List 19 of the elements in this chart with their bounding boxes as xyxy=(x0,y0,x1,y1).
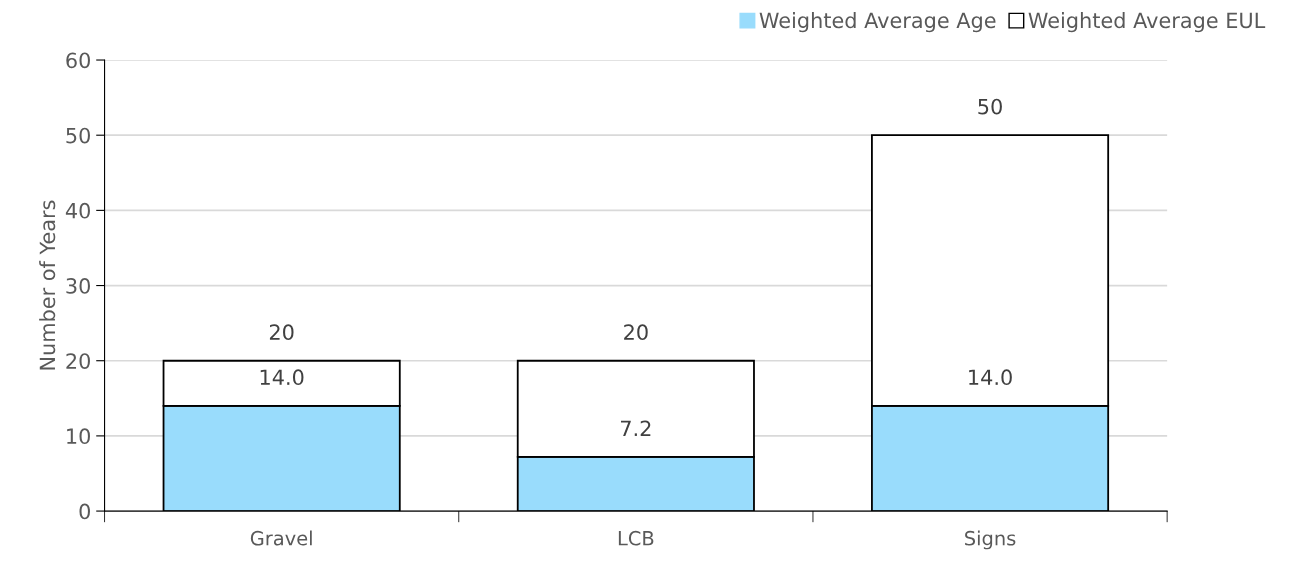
legend-label: Weighted Average EUL xyxy=(1028,12,1266,33)
y-tick-label: 50 xyxy=(66,127,90,144)
data-label: 14.0 xyxy=(260,369,304,386)
total-label: 50 xyxy=(978,98,1002,115)
x-tick-label: Gravel xyxy=(250,530,312,546)
legend-label: Weighted Average Age xyxy=(759,12,996,33)
x-tick-label: Signs xyxy=(965,530,1016,550)
y-tick-label: 60 xyxy=(66,52,90,69)
total-label: 20 xyxy=(269,324,294,341)
y-tick-label: 10 xyxy=(67,428,90,445)
y-tick-label: 40 xyxy=(65,202,90,219)
data-label: 14.0 xyxy=(969,369,1012,386)
y-tick-label: 30 xyxy=(66,278,90,294)
total-label: 20 xyxy=(624,324,648,341)
y-tick-label: 20 xyxy=(66,353,90,369)
y-tick-label: 0 xyxy=(79,503,90,520)
data-label: 7.2 xyxy=(621,420,651,436)
x-tick-label: LCB xyxy=(618,530,654,546)
y-axis-title: Number of Years xyxy=(39,200,56,370)
